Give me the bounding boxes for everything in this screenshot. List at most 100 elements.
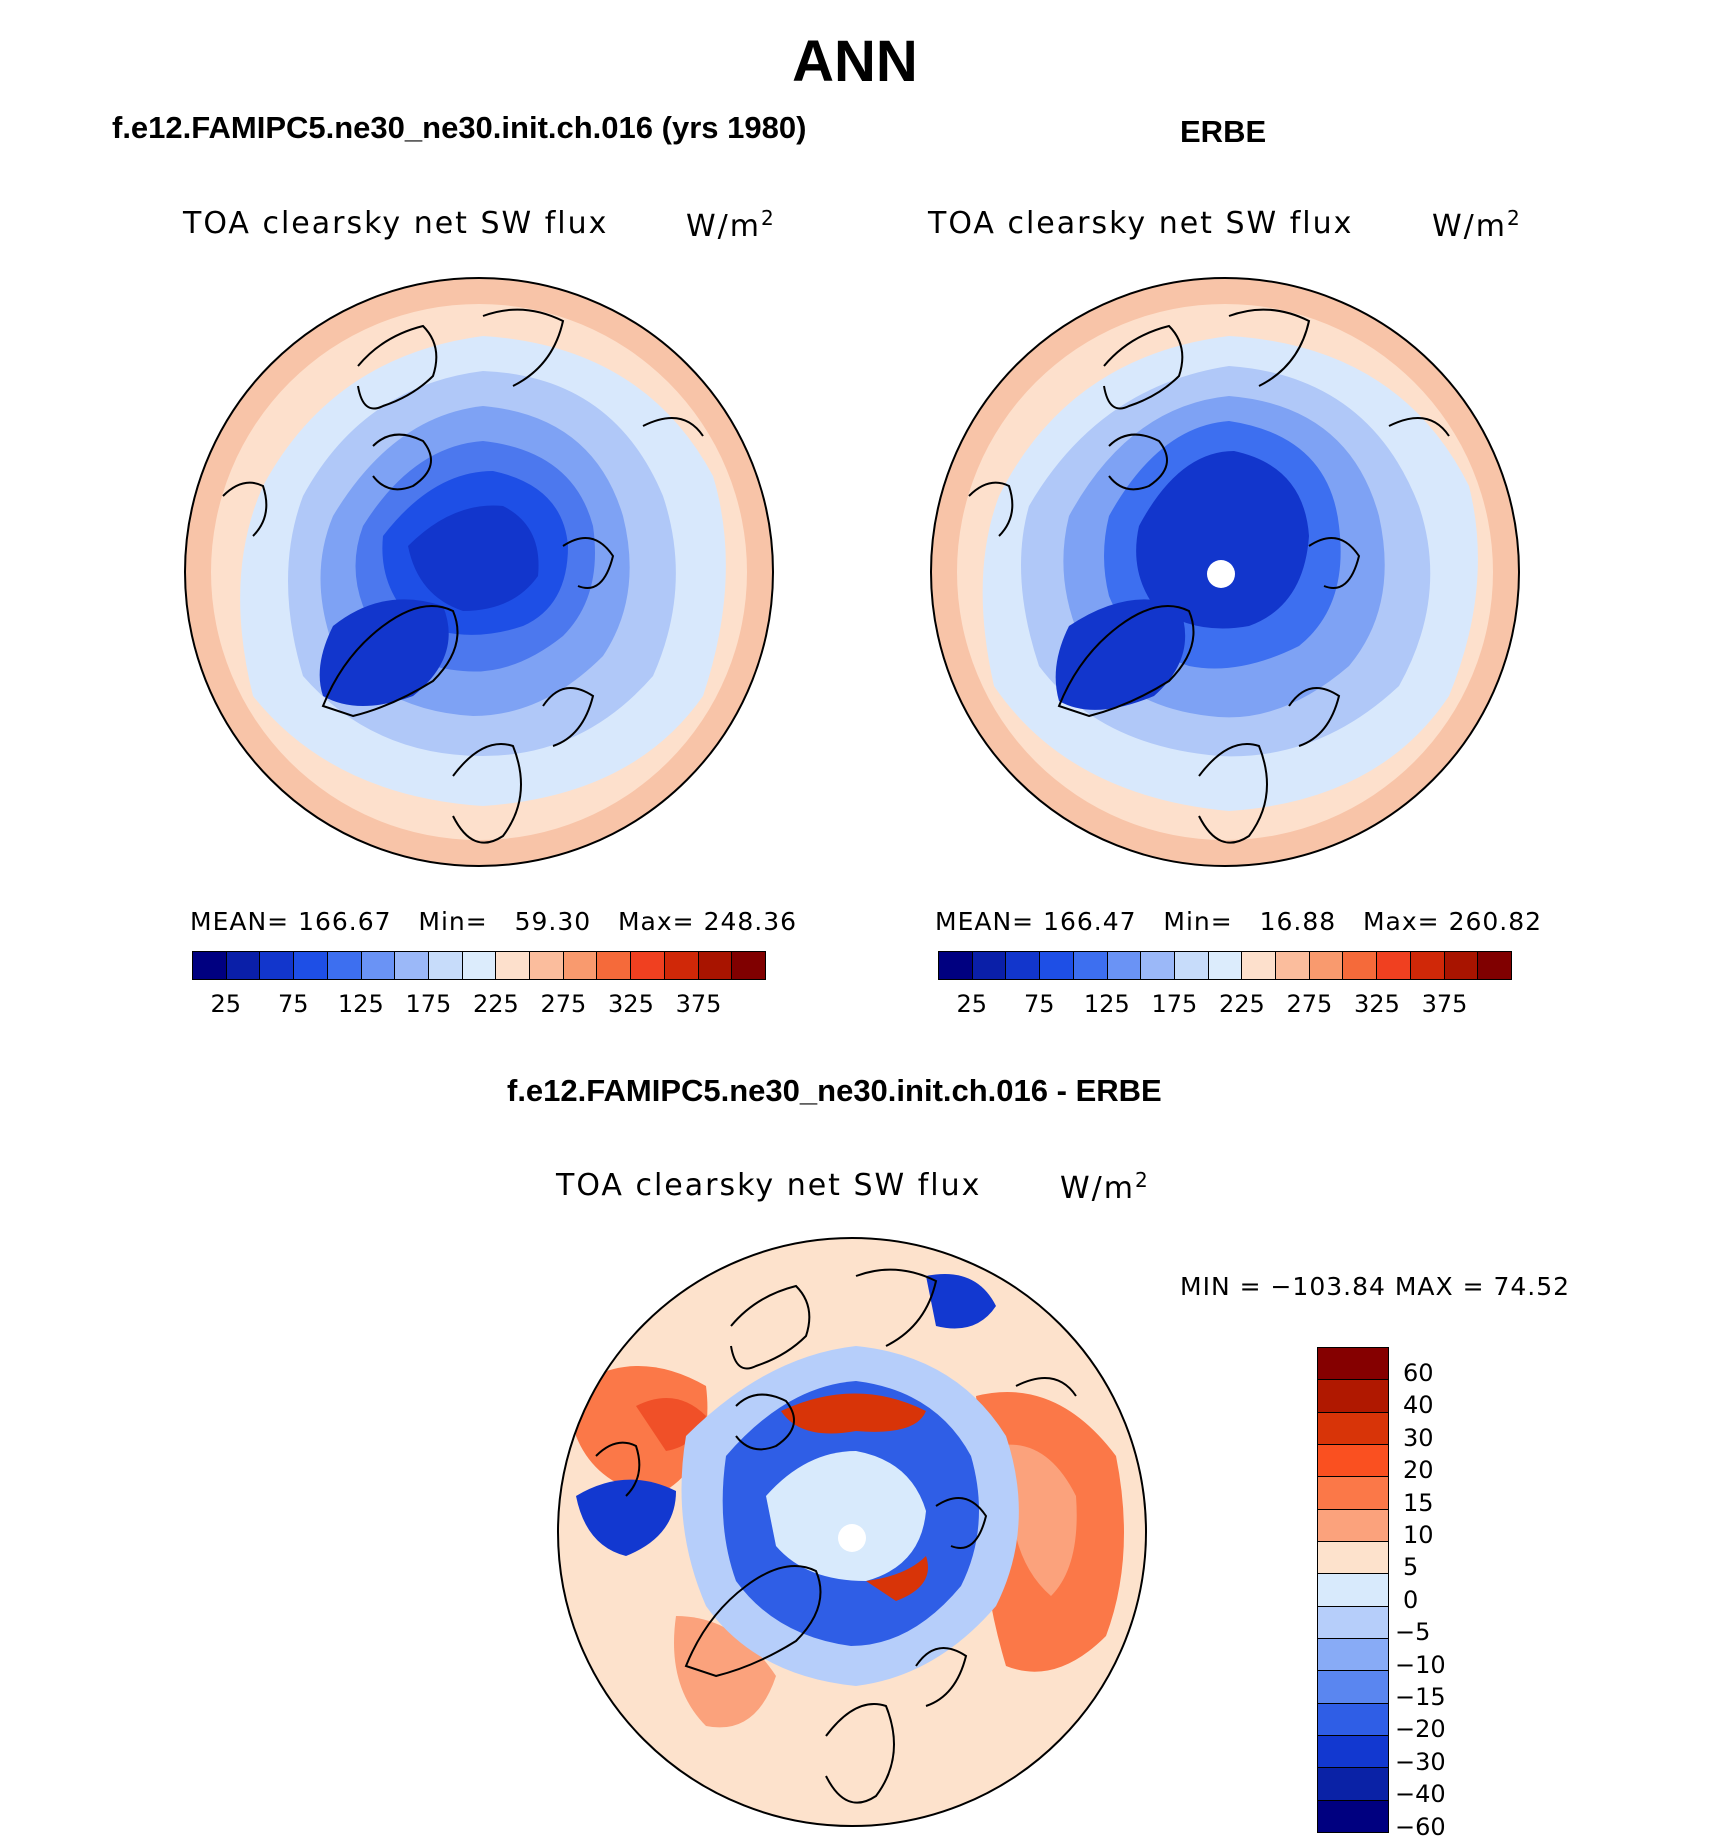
model-variable-label: TOA clearsky net SW flux xyxy=(183,206,609,241)
model-units-label: W/m2 xyxy=(686,206,776,244)
colorbar-box xyxy=(1318,1509,1388,1542)
colorbar-tick-label: 375 xyxy=(675,990,722,1018)
near-zero-core xyxy=(766,1451,926,1581)
diff-colorbar xyxy=(1317,1347,1389,1833)
model-polar-map xyxy=(184,277,774,867)
colorbar-tick-label: 325 xyxy=(1354,990,1400,1018)
colorbar-box xyxy=(1318,1348,1388,1381)
colorbar-box xyxy=(1242,952,1277,979)
colorbar-box xyxy=(1073,952,1108,979)
colorbar-box xyxy=(1377,952,1411,979)
colorbar-box xyxy=(597,952,632,979)
colorbar-box xyxy=(1174,952,1209,979)
colorbar-box xyxy=(260,952,295,979)
colorbar-box xyxy=(1343,952,1378,979)
positive-zone-south xyxy=(674,1616,776,1728)
colorbar-box xyxy=(226,952,261,979)
greenland-fill xyxy=(319,599,449,706)
colorbar-tick-label: 325 xyxy=(608,990,654,1018)
diff-polar-map xyxy=(557,1237,1147,1827)
colorbar-box xyxy=(1318,1444,1388,1478)
colorbar-label: 15 xyxy=(1403,1488,1434,1517)
colorbar-label: −5 xyxy=(1395,1618,1431,1647)
colorbar-label: −30 xyxy=(1395,1747,1446,1776)
colorbar-box xyxy=(1040,952,1074,979)
colorbar-box xyxy=(327,952,362,979)
colorbar-box xyxy=(698,952,733,979)
greenland-fill xyxy=(1055,599,1186,710)
positive-arc-south xyxy=(866,1556,928,1601)
diff-colorbar-labels: 60 40 30 20 15 10 5 0 −5 −10 −15 −20 −30 −40 −60 xyxy=(1395,1347,1485,1841)
colorbar-box xyxy=(1141,952,1175,979)
colorbar-tick-label: 75 xyxy=(1024,990,1055,1018)
colorbar-label: 30 xyxy=(1403,1423,1434,1452)
colorbar-label: 0 xyxy=(1403,1585,1419,1614)
colorbar-tick-label: 375 xyxy=(1421,990,1468,1018)
negative-zone-west xyxy=(576,1479,676,1556)
map-boundary xyxy=(930,277,1520,867)
colorbar-box xyxy=(1318,1412,1388,1445)
obs-panel-header: ERBE xyxy=(1180,114,1267,149)
model-colorbar xyxy=(192,951,766,980)
colorbar-box xyxy=(294,952,328,979)
colorbar-box xyxy=(1318,1703,1388,1736)
colorbar-box xyxy=(530,952,564,979)
coastlines xyxy=(968,308,1450,844)
colorbar-tick-label: 175 xyxy=(1151,990,1198,1018)
colorbar-box xyxy=(631,952,665,979)
map-boundary xyxy=(557,1237,1147,1827)
colorbar-tick-label: 225 xyxy=(1218,990,1265,1018)
colorbar-label: 40 xyxy=(1403,1391,1434,1420)
colorbar-box xyxy=(1318,1800,1388,1832)
main-title: ANN xyxy=(792,29,918,94)
colorbar-box xyxy=(664,952,699,979)
positive-zone-west xyxy=(576,1366,708,1496)
colorbar-tick-label: 75 xyxy=(278,990,309,1018)
polar-hole xyxy=(838,1524,866,1552)
colorbar-box xyxy=(1318,1574,1388,1607)
obs-colorbar-labels: 25 75 125 175 225 275 325 375 xyxy=(938,990,1512,1020)
diff-variable-label: TOA clearsky net SW flux xyxy=(556,1168,982,1203)
coastlines xyxy=(222,308,704,844)
colorbar-box xyxy=(563,952,598,979)
colorbar-box xyxy=(1318,1477,1388,1510)
positive-arc-north xyxy=(781,1393,926,1434)
colorbar-box xyxy=(1006,952,1041,979)
colorbar-box xyxy=(1410,952,1445,979)
negative-zone-north xyxy=(926,1274,996,1329)
diff-units-label: W/m2 xyxy=(1060,1168,1150,1206)
colorbar-box xyxy=(1478,952,1511,979)
colorbar-box xyxy=(1444,952,1479,979)
colorbar-label: −20 xyxy=(1395,1715,1446,1744)
colorbar-box xyxy=(428,952,463,979)
colorbar-label: 10 xyxy=(1403,1520,1434,1549)
colorbar-tick-label: 25 xyxy=(210,990,242,1018)
obs-stats: MEAN= 166.47 Min= 16.88 Max= 260.82 xyxy=(935,907,1543,936)
colorbar-label: −60 xyxy=(1395,1812,1446,1841)
colorbar-box xyxy=(1318,1380,1388,1413)
colorbar-tick-label: 25 xyxy=(956,990,988,1018)
colorbar-label: −15 xyxy=(1395,1682,1446,1711)
colorbar-box xyxy=(1276,952,1310,979)
model-panel-header: f.e12.FAMIPC5.ne30_ne30.init.ch.016 (yrs… xyxy=(112,110,807,145)
model-stats: MEAN= 166.67 Min= 59.30 Max= 248.36 xyxy=(190,907,798,936)
map-boundary xyxy=(184,277,774,867)
colorbar-box xyxy=(462,952,497,979)
colorbar-label: 60 xyxy=(1403,1358,1434,1387)
colorbar-label: −40 xyxy=(1395,1780,1446,1809)
colorbar-label: 20 xyxy=(1403,1456,1434,1485)
map-fill-zone-6 xyxy=(408,505,539,611)
colorbar-box xyxy=(193,952,227,979)
model-colorbar-labels: 25 75 125 175 225 275 325 375 xyxy=(192,990,766,1020)
obs-polar-map xyxy=(930,277,1520,867)
colorbar-box xyxy=(1318,1606,1388,1639)
colorbar-box xyxy=(972,952,1007,979)
obs-units-label: W/m2 xyxy=(1432,206,1522,244)
coastlines xyxy=(595,1268,1077,1804)
colorbar-box xyxy=(1318,1735,1388,1769)
obs-colorbar xyxy=(938,951,1512,980)
map-fill-zone-5 xyxy=(1136,451,1309,629)
obs-variable-label: TOA clearsky net SW flux xyxy=(928,206,1354,241)
colorbar-tick-label: 175 xyxy=(405,990,452,1018)
colorbar-box xyxy=(1318,1541,1388,1575)
